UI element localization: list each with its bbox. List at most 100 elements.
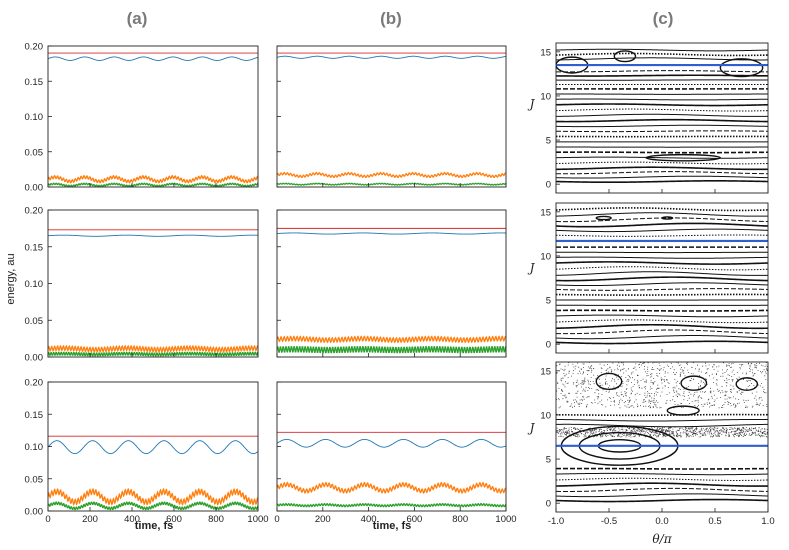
resonance-island (666, 405, 700, 416)
resonance-island (719, 58, 764, 78)
x-tick-label: -0.5 (601, 516, 617, 527)
resonance-island (645, 153, 722, 162)
series-line-orange (277, 171, 506, 179)
panel-c2: 0 5 10 15 (540, 202, 769, 354)
axes-frame (555, 42, 769, 194)
y-tick-label: 0.10 (25, 442, 44, 453)
invariant-curve (556, 48, 768, 52)
series-line-green (48, 182, 258, 187)
axes-frame (555, 202, 769, 354)
x-tick-label: 0 (274, 514, 279, 525)
invariant-curve (556, 207, 768, 212)
invariant-curve (556, 282, 768, 287)
series-line-blue (48, 56, 258, 61)
action-axis-label-1: J (527, 97, 536, 111)
invariant-curve (556, 319, 768, 324)
invariant-curve (556, 487, 768, 492)
column-title-c: (c) (653, 9, 674, 28)
x-tick-label: 0 (45, 514, 50, 525)
axes-frame (47, 209, 259, 358)
plot-content-a3 (48, 435, 258, 511)
invariant-curve (556, 113, 768, 117)
panel-a3: 0.00 0.05 0.10 0.15 0.20 0 200 400 600 800 1000 (25, 378, 269, 526)
panel-c1: 0 5 10 15 (540, 42, 769, 194)
invariant-curve (556, 329, 768, 335)
invariant-curve (556, 222, 768, 228)
x-tick-label: 800 (208, 514, 224, 525)
invariant-curve (556, 288, 768, 291)
axes-frame (276, 381, 507, 512)
x-tick-label: 0.5 (708, 516, 721, 527)
y-tick-label: 0 (546, 499, 551, 510)
plot-content-b3 (277, 431, 506, 508)
y-tick-label: 0 (546, 340, 551, 351)
series-line-blue (277, 55, 506, 59)
axes-frame (47, 45, 259, 188)
x-tick-label: 600 (166, 514, 182, 525)
y-tick-label: 15 (540, 47, 551, 58)
resonance-island (595, 372, 623, 391)
x-tick-label: -1.0 (548, 516, 564, 527)
y-tick-label: 0.00 (25, 353, 44, 364)
invariant-curve (556, 340, 768, 345)
panel-b1 (276, 45, 507, 188)
y-tick-label: 0.00 (25, 183, 44, 194)
y-tick-label: 0.15 (25, 242, 44, 253)
invariant-curve (556, 261, 768, 265)
plot-area: 0.000.050.100.150.200.000.050.100.150.20… (25, 42, 775, 528)
series-line-orange (277, 335, 506, 344)
invariant-curve (556, 52, 768, 57)
invariant-curve (556, 482, 768, 487)
y-tick-label: 0.15 (25, 77, 44, 88)
series-line-blue (277, 438, 506, 448)
series-line-green (48, 501, 258, 511)
plot-content-c3 (556, 362, 768, 503)
y-tick-label: 15 (540, 366, 551, 377)
x-tick-label: 1000 (495, 514, 516, 525)
action-axis-label-2: J (527, 261, 536, 275)
invariant-curve (556, 323, 768, 330)
invariant-curve (556, 166, 768, 171)
axes-frame (276, 209, 507, 358)
x-tick-label: 800 (452, 514, 468, 525)
resonance-island (735, 377, 759, 391)
invariant-curve (556, 493, 768, 498)
resonance-island (613, 50, 637, 63)
invariant-curve (556, 108, 768, 112)
panel-c3: 0 5 10 15 -1.0 -0.5 0.0 0.5 1.0 (540, 361, 775, 527)
time-axis-label-a: time, fs (135, 520, 174, 532)
series-line-green (277, 503, 506, 508)
invariant-curve (556, 266, 768, 271)
column-title-b: (b) (380, 9, 402, 28)
invariant-curve (556, 171, 768, 175)
plot-content-a1 (48, 52, 258, 187)
x-tick-label: 200 (315, 514, 331, 525)
y-tick-label: 0.05 (25, 316, 44, 327)
series-line-orange (48, 174, 258, 184)
resonance-island (595, 215, 612, 221)
y-tick-label: 0.20 (25, 42, 44, 53)
time-axis-label-b: time, fs (373, 520, 412, 532)
y-tick-label: 10 (540, 251, 551, 262)
invariant-curve (556, 477, 768, 481)
invariant-curve (556, 418, 768, 422)
series-line-blue (277, 232, 506, 235)
x-tick-label: 600 (406, 514, 422, 525)
invariant-curve (556, 228, 768, 233)
panel-b3: 0 200 400 600 800 1000 (274, 381, 517, 525)
invariant-curve (556, 293, 768, 296)
axes-frame (47, 381, 259, 512)
y-tick-label: 5 (546, 136, 551, 147)
x-tick-label: 200 (82, 514, 98, 525)
y-tick-label: 5 (546, 455, 551, 466)
series-line-green (277, 346, 506, 354)
invariant-curve (556, 498, 768, 503)
energy-axis-label: energy, au (5, 253, 17, 304)
invariant-curve (556, 271, 768, 276)
series-line-blue (48, 234, 258, 237)
y-tick-label: 0.10 (25, 112, 44, 123)
panel-a2: 0.00 0.05 0.10 0.15 0.20 (25, 206, 259, 364)
y-tick-label: 0.20 (25, 378, 44, 389)
invariant-curve (556, 151, 768, 154)
